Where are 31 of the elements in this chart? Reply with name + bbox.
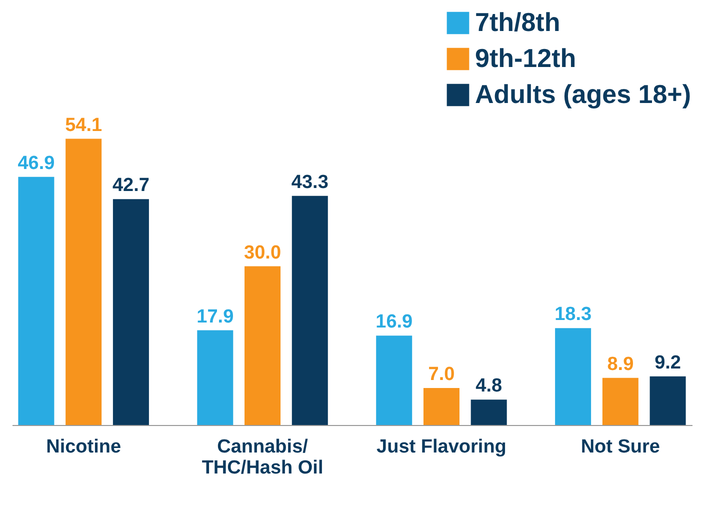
bar xyxy=(470,400,507,425)
bar xyxy=(112,199,149,425)
data-label: 4.8 xyxy=(476,376,502,397)
legend-label: 9th-12th xyxy=(475,43,576,73)
data-label: 46.9 xyxy=(18,152,55,174)
bar xyxy=(197,330,234,425)
legend-label: Adults (ages 18+) xyxy=(475,79,692,109)
x-tick-label: Just Flavoring xyxy=(376,436,506,458)
bar xyxy=(555,328,592,425)
data-label: 9.2 xyxy=(654,352,681,374)
x-tick-label: Nicotine xyxy=(46,436,122,458)
bar xyxy=(423,388,460,425)
data-label: 8.9 xyxy=(607,354,634,375)
bar xyxy=(376,336,412,425)
data-label: 54.1 xyxy=(65,114,102,136)
legend-label: 7th/8th xyxy=(475,7,560,37)
data-label: 16.9 xyxy=(376,312,413,333)
bar xyxy=(244,266,281,425)
data-label: 42.7 xyxy=(112,175,150,196)
bar xyxy=(292,196,328,425)
data-label: 17.9 xyxy=(196,306,234,328)
bar xyxy=(66,138,102,425)
data-label: 30.0 xyxy=(244,242,282,264)
bar xyxy=(18,176,54,425)
data-label: 7.0 xyxy=(428,364,455,385)
bar xyxy=(650,376,686,425)
x-tick-label: Cannabis/ THC/Hash Oil xyxy=(202,436,324,478)
x-tick-label: Not Sure xyxy=(580,436,660,458)
data-label: 18.3 xyxy=(554,304,592,326)
bar xyxy=(602,378,638,425)
data-label: 43.3 xyxy=(291,172,328,193)
